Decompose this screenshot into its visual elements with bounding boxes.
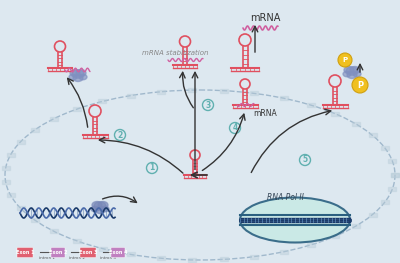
Bar xyxy=(331,234,339,238)
Text: RNA Pol II: RNA Pol II xyxy=(266,194,304,203)
Bar xyxy=(331,112,339,116)
Ellipse shape xyxy=(101,206,109,212)
Text: intron 1: intron 1 xyxy=(39,256,55,260)
Bar xyxy=(17,206,25,210)
Text: P: P xyxy=(342,57,348,63)
Bar xyxy=(280,96,288,100)
Ellipse shape xyxy=(72,70,84,78)
Text: mRNA stabilization: mRNA stabilization xyxy=(142,50,208,56)
Ellipse shape xyxy=(95,206,105,214)
Bar xyxy=(7,153,15,157)
Bar xyxy=(50,229,58,233)
Text: intron 2: intron 2 xyxy=(69,256,85,260)
Text: 5: 5 xyxy=(302,155,308,164)
Bar xyxy=(307,243,315,247)
Circle shape xyxy=(352,77,368,93)
Text: intron 3: intron 3 xyxy=(100,256,116,260)
Bar xyxy=(388,187,396,191)
Ellipse shape xyxy=(79,74,87,80)
Bar xyxy=(220,89,228,93)
FancyBboxPatch shape xyxy=(17,247,33,257)
Text: Exon 3: Exon 3 xyxy=(79,250,97,255)
Bar xyxy=(127,252,135,256)
Ellipse shape xyxy=(347,72,357,78)
Bar xyxy=(73,239,81,243)
Bar xyxy=(369,213,377,216)
Bar xyxy=(280,250,288,254)
Bar xyxy=(220,257,228,261)
Text: Exon 1: Exon 1 xyxy=(16,250,34,255)
Bar xyxy=(388,159,396,163)
Bar xyxy=(50,117,58,121)
Text: Exon 2: Exon 2 xyxy=(49,250,67,255)
Ellipse shape xyxy=(94,202,106,210)
Bar xyxy=(2,180,10,184)
Ellipse shape xyxy=(91,206,99,212)
Ellipse shape xyxy=(344,67,354,73)
Ellipse shape xyxy=(346,67,358,75)
Ellipse shape xyxy=(350,67,360,73)
Ellipse shape xyxy=(92,201,102,209)
Text: 3: 3 xyxy=(205,100,211,109)
Bar xyxy=(307,103,315,107)
Ellipse shape xyxy=(76,69,86,77)
Bar xyxy=(250,91,258,95)
FancyBboxPatch shape xyxy=(80,247,96,257)
Text: 4: 4 xyxy=(232,124,238,133)
Bar xyxy=(127,94,135,98)
Bar xyxy=(98,247,106,251)
Bar xyxy=(7,193,15,197)
Bar xyxy=(369,134,377,138)
Bar xyxy=(98,99,106,103)
Text: Exon 4: Exon 4 xyxy=(109,250,127,255)
Bar xyxy=(73,107,81,111)
Text: 1: 1 xyxy=(149,164,155,173)
Ellipse shape xyxy=(98,201,108,209)
Bar xyxy=(352,122,360,126)
Text: mRNA: mRNA xyxy=(250,13,280,23)
Ellipse shape xyxy=(240,198,350,242)
Bar xyxy=(2,166,10,170)
Bar xyxy=(391,173,399,177)
Bar xyxy=(352,224,360,228)
Bar xyxy=(250,255,258,259)
Ellipse shape xyxy=(69,74,77,80)
FancyBboxPatch shape xyxy=(51,247,65,257)
Bar xyxy=(31,219,39,222)
Bar xyxy=(157,256,165,260)
Bar xyxy=(188,88,196,92)
Ellipse shape xyxy=(73,74,83,82)
Circle shape xyxy=(338,53,352,67)
Ellipse shape xyxy=(343,71,351,77)
FancyBboxPatch shape xyxy=(111,247,125,257)
Ellipse shape xyxy=(353,71,361,77)
Bar xyxy=(381,146,389,150)
Bar xyxy=(381,200,389,204)
Bar xyxy=(31,128,39,132)
Text: 2: 2 xyxy=(117,130,123,139)
Bar xyxy=(391,173,399,177)
Text: mRNA: mRNA xyxy=(253,109,277,118)
Bar xyxy=(17,140,25,144)
Bar xyxy=(188,258,196,262)
Text: P: P xyxy=(357,80,363,89)
Ellipse shape xyxy=(70,69,80,77)
Bar xyxy=(157,90,165,94)
